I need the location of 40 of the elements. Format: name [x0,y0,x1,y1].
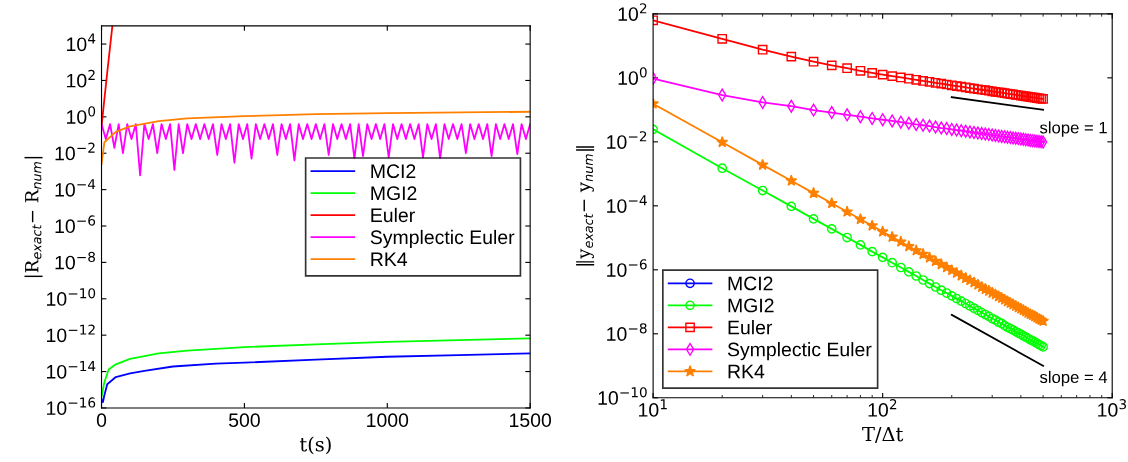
y-axis-title: |R$_{exact}$− R$_{num}$| [24,156,43,278]
y-tick-label: 10$^{−2}$ [607,131,647,149]
x-tick-label: 10$^{2}$ [868,399,897,417]
y-axis-title: ‖y$_{exact}$− y$_{num}$‖ [576,146,595,266]
y-tick-label: 10$^{2}$ [618,3,647,21]
legend-label: MCI2 [728,276,773,291]
y-tick-label: 10$^{0}$ [618,67,647,85]
legend-label: Symplectic Euler [370,229,515,248]
y-tick-label: 10$^{−2}$ [55,142,95,161]
x-axis-title: t(s) [299,436,331,455]
legend-label: Symplectic Euler [727,342,872,361]
x-axis-title: T/Δt [862,426,904,443]
legend-label: Euler [371,207,415,223]
legend-label: RK4 [728,364,765,379]
y-tick-label: 10$^{−4}$ [607,195,647,213]
y-tick-label: 10$^{−6}$ [607,259,647,277]
legend-label: Euler [728,320,773,335]
y-tick-label: 10$^{2}$ [67,69,95,88]
x-tick-label: 1000 [367,413,409,428]
y-tick-label: 10$^{−6}$ [55,215,96,234]
x-tick-label: 10$^{3}$ [1098,399,1127,417]
y-tick-label: 10$^{−14}$ [47,361,96,379]
annotation: slope = 4 [1039,370,1108,387]
y-tick-label: 10$^{−12}$ [47,324,95,343]
y-tick-label: 10$^{−10}$ [47,288,96,306]
y-tick-label: 10$^{−8}$ [55,251,96,270]
annotation: slope = 1 [1039,121,1107,137]
y-tick-label: 10$^{0}$ [67,106,96,124]
x-tick-label: 0 [96,413,107,428]
legend-label: MGI2 [371,186,417,201]
legend-label: RK4 [371,252,408,266]
legend-label: MCI2 [371,164,416,179]
legend-label: MGI2 [728,298,774,313]
x-tick-label: 1500 [510,413,552,428]
y-tick-label: 10$^{−16}$ [47,397,96,416]
x-tick-label: 500 [228,413,260,428]
y-tick-label: 10$^{−4}$ [55,179,96,197]
y-tick-label: 10$^{−8}$ [607,323,647,341]
y-tick-label: 10$^{4}$ [67,33,96,52]
x-tick-label: 10$^{1}$ [639,399,667,417]
